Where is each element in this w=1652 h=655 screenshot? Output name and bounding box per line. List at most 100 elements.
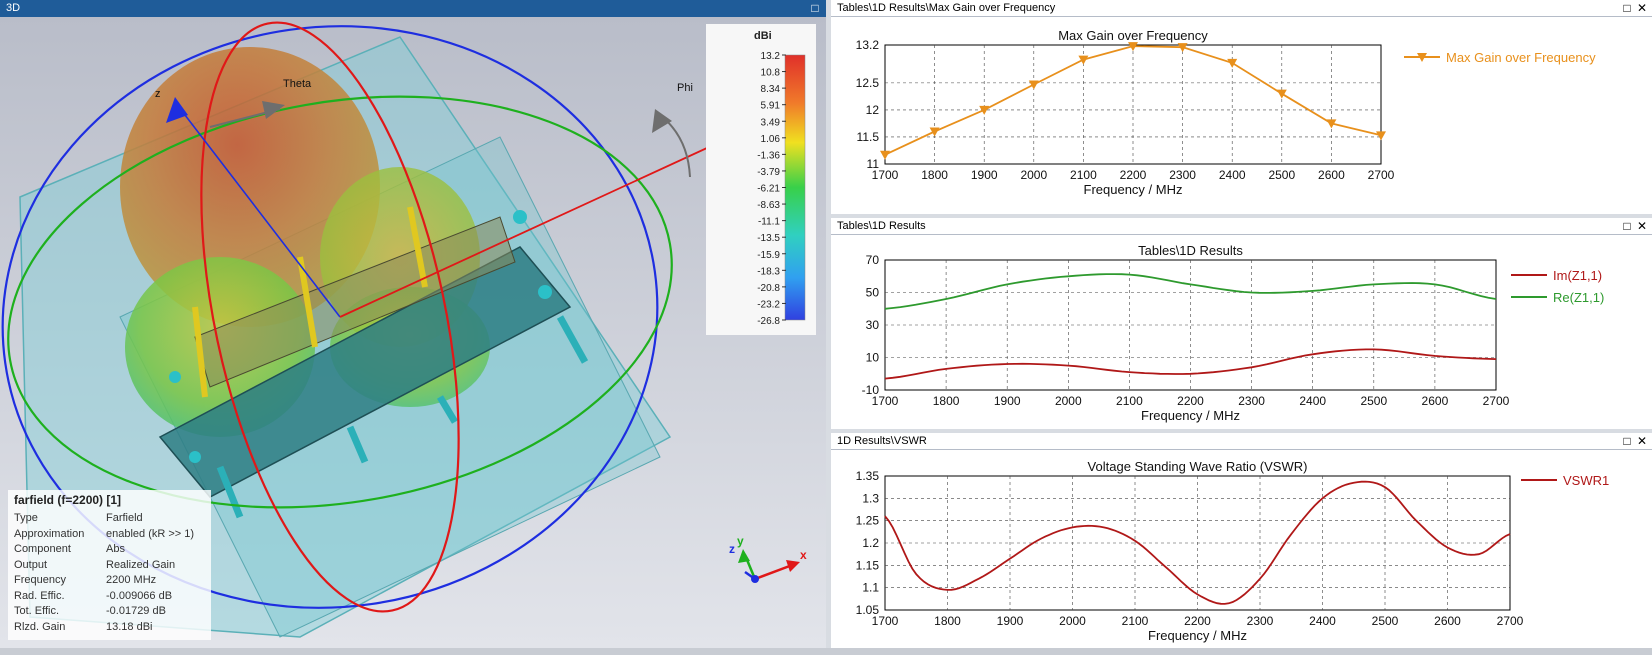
farfield-info-box: farfield (f=2200) [1] Type Farfield Approx… [8,490,211,640]
legend-marker [1417,53,1427,62]
info-row: Frequency 2200 MHz [8,573,211,589]
y-tick-label: 1.1 [862,581,879,595]
window-vswr-title: 1D Results\VSWR [837,435,927,447]
y-tick-label: 1.15 [856,558,880,572]
y-tick-label: 1.35 [856,469,880,483]
data-point-marker [929,127,940,137]
y-tick-label: 70 [866,253,880,267]
x-tick-label: 2100 [1116,394,1143,408]
info-title: farfield (f=2200) [1] [14,493,122,507]
data-point-marker [1376,131,1386,141]
status-strip [0,648,1652,655]
window-1d-results-title: Tables\1D Results [837,220,926,232]
legend-label[interactable]: Re(Z1,1) [1553,290,1604,305]
window-max-gain-titlebar: Tables\1D Results\Max Gain over Frequenc… [831,0,1652,17]
data-point-marker [1128,42,1138,52]
x-tick-label: 1900 [971,168,998,182]
window-1d-results: Tables\1D Results □ ✕ Tables\1D Results 1… [831,218,1652,429]
info-row: Rad. Effic. -0.009066 dB [8,589,211,605]
theta-arrow-head [262,101,285,119]
data-point-marker [979,105,990,115]
x-axis-label: Frequency / MHz [1084,182,1183,197]
close-icon[interactable]: ✕ [1636,434,1648,448]
y-tick-label: 1.25 [856,514,880,528]
legend-label[interactable]: Max Gain over Frequency [1446,50,1596,65]
y-tick-label: 11.5 [857,130,880,144]
maximize-icon[interactable]: □ [811,1,819,15]
x-tick-label: 2500 [1268,168,1295,182]
data-point-marker [1177,43,1188,53]
info-value: Farfield [106,512,143,524]
vswr-chart[interactable]: Voltage Standing Wave Ratio (VSWR) 1700 18… [831,450,1652,648]
close-icon[interactable]: ✕ [1636,1,1648,15]
y-tick-label: -10 [862,383,880,397]
series-line-0 [884,480,1511,605]
x-axis-label: Frequency / MHz [1148,628,1247,643]
maximize-icon[interactable]: □ [1623,434,1631,448]
x-tick-label: 2300 [1247,614,1274,628]
info-row: Tot. Effic. -0.01729 dB [8,604,211,620]
maximize-icon[interactable]: □ [1623,219,1631,233]
triad-y-label: y [737,534,744,548]
info-value: -0.01729 dB [106,605,166,617]
y-tick-label: 1.05 [856,603,880,617]
x-tick-label: 2000 [1020,168,1047,182]
legend-tick-label: -11.1 [758,217,780,228]
phi-label: Phi [677,82,693,94]
x-tick-label: 2700 [1368,168,1395,182]
x-tick-label: 2000 [1055,394,1082,408]
legend-tick-label: -18.3 [757,266,780,277]
blue-ring [1,25,659,609]
gain-colour-legend: dBi 13.2 10.8 8.34 5.91 3.49 1.06 -1.36 -3.79 -6… [706,24,816,335]
x-tick-label: 2100 [1122,614,1149,628]
plot-area [884,44,1382,165]
triad-x-label: x [800,548,807,562]
y-tick-label: 50 [866,286,880,300]
x-tick-label: 2600 [1318,168,1345,182]
y-tick-label: 1.3 [862,491,879,505]
x-axis-label: Frequency / MHz [1141,408,1240,423]
x-tick-label: 2700 [1483,394,1510,408]
x-tick-label: 1800 [921,168,948,182]
maximize-icon[interactable]: □ [1623,1,1631,15]
window-vswr: 1D Results\VSWR □ ✕ Voltage Standing Wav… [831,433,1652,648]
close-icon[interactable]: ✕ [1636,219,1648,233]
window-max-gain: Tables\1D Results\Max Gain over Frequenc… [831,0,1652,214]
legend-label[interactable]: Im(Z1,1) [1553,268,1602,283]
triad-z-label: z [729,542,735,556]
x-tick-label: 1800 [933,394,960,408]
info-value: Realized Gain [106,558,176,571]
legend-tick-label: -15.9 [757,250,780,261]
info-key: Component [14,543,71,555]
data-point-marker [1227,58,1238,68]
info-key: Type [14,512,38,524]
main-lobe [120,47,380,327]
y-tick-label: 1.2 [862,536,879,550]
orientation-triad: x y z [729,534,807,583]
phi-axis-line [339,141,721,318]
info-key: Rad. Effic. [14,589,65,602]
info-row: Output Realized Gain [8,558,211,574]
legend-unit: dBi [754,30,772,42]
y-tick-label: 30 [866,318,880,332]
y-tick-label: 12 [866,103,880,117]
y-tick-label: 10 [866,351,880,365]
legend-tick-label: -8.63 [757,200,780,211]
max-gain-chart[interactable]: Max Gain over Frequency 1700 1800 1900 2000 2… [831,17,1652,214]
legend-tick-label: -26.8 [757,316,780,327]
x-tick-label: 2000 [1059,614,1086,628]
farfield-3d-view[interactable]: z Theta Phi x y z [0,17,826,648]
antenna-plate [158,246,572,498]
info-row: Approximation enabled (kR >> 1) [8,527,211,543]
window-max-gain-title: Tables\1D Results\Max Gain over Frequenc… [837,2,1056,14]
legend-tick-label: -1.36 [757,150,780,161]
legend-tick-label: -23.2 [757,299,780,310]
legend-label[interactable]: VSWR1 [1563,473,1609,488]
info-row: Rlzd. Gain 13.18 dBi [8,620,211,636]
info-key: Output [14,558,48,571]
x-tick-label: 2400 [1299,394,1326,408]
info-key: Frequency [14,574,66,586]
green-ring [7,95,673,509]
x-tick-label: 1800 [934,614,961,628]
impedance-chart[interactable]: Tables\1D Results 1700 1800 1900 2000 2100 220… [831,235,1652,429]
